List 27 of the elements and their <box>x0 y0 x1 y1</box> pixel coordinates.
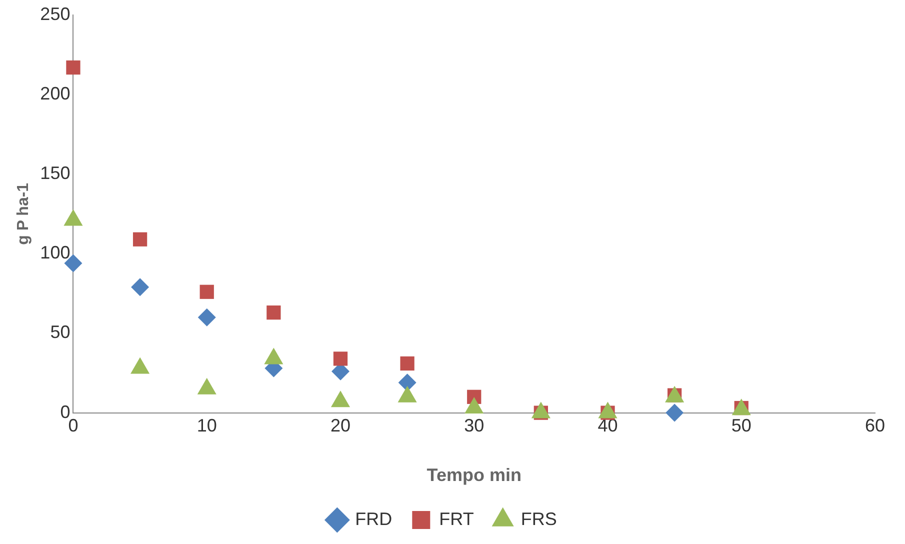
legend-label: FRS <box>520 508 557 529</box>
x-tick-label: 60 <box>864 416 886 436</box>
y-tick-label: 0 <box>60 402 70 422</box>
y-tick-label: 150 <box>40 163 70 184</box>
legend-label: FRT <box>439 508 474 529</box>
point <box>66 60 80 75</box>
legend-label: FRD <box>355 508 392 529</box>
point <box>200 284 214 299</box>
x-tick-label: 30 <box>464 416 484 436</box>
point <box>666 404 684 422</box>
y-axis-title: g P ha-1 <box>15 182 32 245</box>
x-axis-title: Tempo min <box>426 465 522 486</box>
y-tick-label: 50 <box>50 322 70 342</box>
point <box>266 305 281 320</box>
point <box>132 232 148 246</box>
y-tick-label: 100 <box>40 242 70 263</box>
x-tick-label: 50 <box>731 416 752 436</box>
point <box>398 374 416 392</box>
point <box>198 308 216 326</box>
point <box>333 352 348 366</box>
point <box>131 278 150 296</box>
x-tick-label: 40 <box>598 416 618 436</box>
y-tick-label: 250 <box>40 4 70 24</box>
x-tick-label: 10 <box>196 416 217 436</box>
x-tick-label: 20 <box>330 416 351 436</box>
point <box>400 356 414 371</box>
y-tick-label: 200 <box>40 84 70 104</box>
